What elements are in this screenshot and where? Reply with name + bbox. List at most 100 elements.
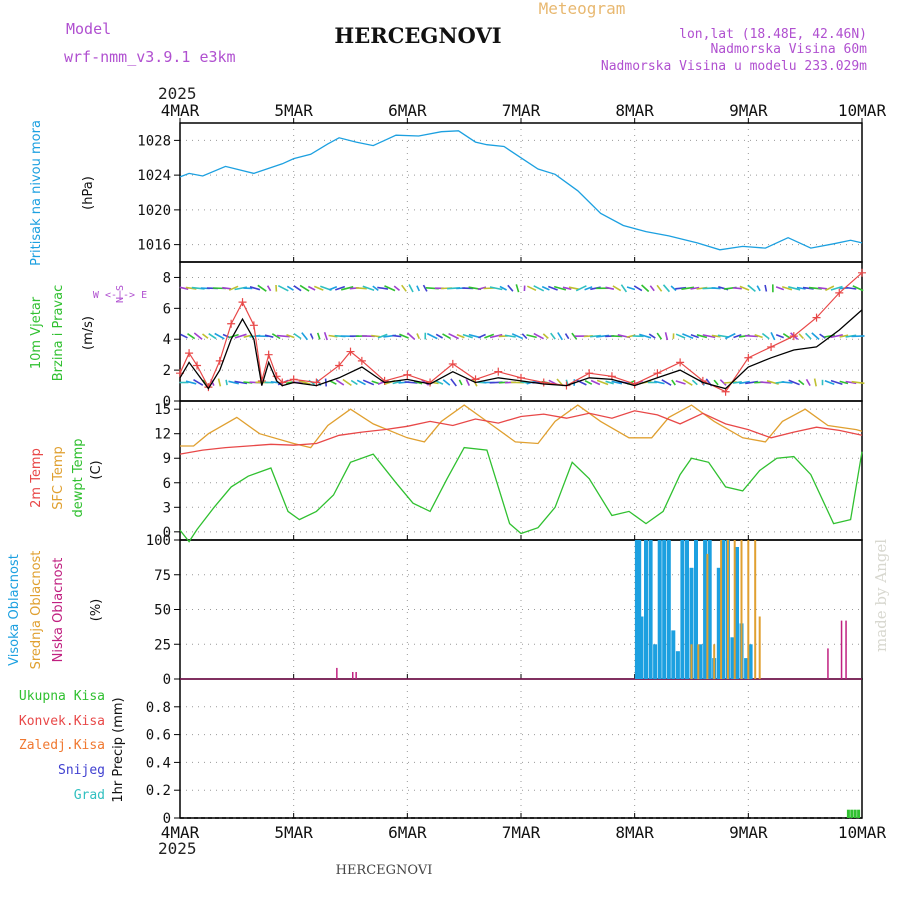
wind-arrow [372,285,379,292]
x-tick-label-top: 4MAR [161,101,200,120]
wind-arrow [747,284,756,293]
legend-total-rain: Ukupna Kisa [19,689,105,704]
wind-arrow [307,285,316,291]
model-name: wrf-nmm_v3.9.1 e3km [64,48,236,66]
cloud-bar [758,616,761,679]
gust-marker [335,361,344,370]
wind-arrow [356,379,366,386]
cloud-bar [639,616,644,679]
temp-unit: (C) [89,460,104,479]
gust-marker [238,298,247,307]
watermark: made by Angel [872,539,890,652]
x-tick-label-bottom: 7MAR [502,823,541,842]
gust-marker [249,321,258,330]
wind-arrow [564,333,570,340]
wind-arrow [824,334,836,338]
wind-arrow [458,379,463,386]
wind-arrow [533,285,545,292]
wind-arrow [286,334,295,339]
y-tick-label: 15 [154,402,171,418]
wind-arrow [612,285,622,292]
wind-arrow [675,380,686,385]
wind-arrow [448,332,459,340]
y-tick-label: 0.6 [146,728,171,744]
wind-arrow [590,379,601,386]
wind-arrow [193,332,203,340]
wind-arrow [277,284,289,292]
wind-arrow [805,378,811,386]
wind-arrow [515,284,520,293]
wind-arrow [661,379,672,386]
wind-arrow [489,286,503,291]
y-tick-label: 2 [163,363,171,379]
wind-arrow [568,286,580,291]
wind-arrow [462,333,473,339]
lonlat-label: lon,lat (18.48E, 42.46N) [679,27,867,42]
cloud-bar [707,540,712,679]
wind-arrow [202,333,209,339]
wind-arrow [299,284,310,292]
wind-arrow [313,285,324,291]
wind-arrow [745,334,759,338]
wind-arrow [788,379,800,386]
y-tick-label: 50 [154,603,171,619]
temp-title-dewpt: dewpt Temp [71,438,86,517]
cloud-bar [698,644,703,680]
cloud-bar [748,644,753,680]
y-tick-label: 1016 [137,238,171,254]
wind-arrow [541,285,550,291]
wind-arrow [845,380,857,385]
wind-arrow [341,286,354,291]
cloud-bar [666,540,671,679]
wind-arrow [542,333,549,339]
y-tick-label: 4 [163,332,171,348]
wind-arrow [442,333,451,340]
gust-marker [264,350,273,359]
wind-arrow [682,333,694,340]
wind-arrow [575,379,587,386]
wind-arrow [811,332,820,340]
precip-bar [857,809,861,818]
panel-frame [179,678,863,819]
wind-arrow [675,286,687,290]
footer-station: HERCEGNOVI [336,863,433,878]
y-tick-label: 0.4 [146,755,171,771]
wind-arrow [323,332,328,341]
wind-arrow [691,379,698,386]
gust-marker [676,358,685,367]
wind-arrow [193,379,204,386]
wind-arrow [377,286,389,290]
legend-snow: Snijeg [58,763,105,778]
cloud-title-low: Niska Oblacnost [51,558,66,663]
wind-arrow [764,284,768,292]
cloud-bar [747,540,750,679]
wind-arrow [562,286,572,290]
gust-marker [812,313,821,322]
wind-arrow [450,378,457,387]
cloud-title-high: Visoka Oblacnost [7,554,22,666]
cloud-bar [644,540,648,679]
y-tick-label: 25 [154,637,171,653]
wind-arrow [690,286,700,290]
pressure-unit: (hPa) [81,176,96,210]
wind-arrow [662,284,671,293]
wind-arrow [654,380,665,385]
x-tick-label-top: 5MAR [274,101,313,120]
y-tick-label: 1020 [137,203,171,219]
wind-arrow [664,332,669,341]
wind-arrow [656,332,663,340]
wind-arrow [266,285,272,292]
wind-arrow [724,332,736,340]
wind-arrow [362,285,375,291]
y-tick-label: 75 [154,568,171,584]
cloud-bar [720,540,723,679]
wind-arrow [739,380,750,385]
wind-arrow [770,332,776,341]
t2m-line [179,410,863,455]
gust-marker [858,268,866,277]
gust-marker [215,356,224,365]
wind-arrow [626,286,636,291]
wind-arrow [499,285,507,291]
wind-arrow [775,333,784,339]
wind-arrow [839,380,849,385]
